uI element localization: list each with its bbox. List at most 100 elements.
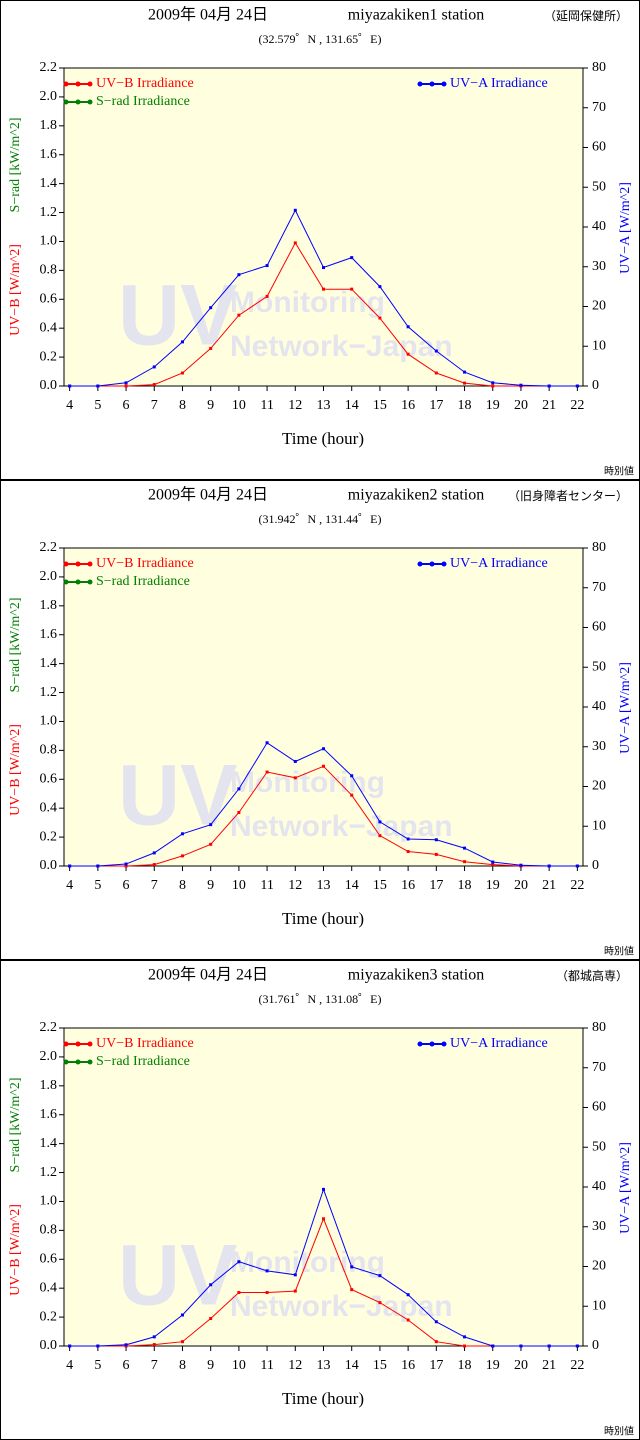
- data-point: [237, 787, 241, 791]
- data-point: [96, 864, 100, 868]
- y-tick-label: 1.0: [40, 714, 58, 729]
- y2-tick-label: 30: [592, 739, 606, 754]
- x-tick-label: 19: [486, 878, 500, 893]
- data-point: [209, 823, 213, 827]
- data-point: [575, 384, 579, 388]
- data-point: [265, 770, 269, 774]
- data-point: [265, 1291, 269, 1295]
- x-tick-label: 11: [260, 1358, 273, 1373]
- y-tick-label: 1.2: [40, 205, 58, 220]
- legend-dot: [87, 81, 93, 87]
- subtitle: (31.942゜N , 131.44゜E): [259, 512, 382, 526]
- data-point: [293, 776, 297, 780]
- x-tick-label: 18: [458, 398, 472, 413]
- legend-dot: [87, 1041, 93, 1047]
- y-tick-label: 1.4: [40, 176, 58, 191]
- x-tick-label: 13: [317, 1358, 331, 1373]
- x-tick-label: 6: [123, 398, 130, 413]
- legend-dot: [75, 1041, 81, 1047]
- x-tick-label: 12: [288, 398, 302, 413]
- data-point: [293, 241, 297, 245]
- y-tick-label: 0.6: [40, 291, 58, 306]
- data-point: [463, 1335, 467, 1339]
- data-point: [434, 349, 438, 353]
- y-tick-label: 0.4: [40, 800, 58, 815]
- data-point: [350, 287, 354, 291]
- x-tick-label: 7: [151, 1358, 158, 1373]
- data-point: [265, 264, 269, 268]
- x-tick-label: 15: [373, 1358, 387, 1373]
- x-tick-label: 8: [179, 398, 186, 413]
- legend-dot: [75, 81, 81, 87]
- x-axis-label: Time (hour): [282, 1389, 364, 1408]
- legend-dot: [63, 579, 69, 585]
- x-tick-label: 20: [514, 878, 528, 893]
- data-point: [68, 864, 72, 868]
- x-tick-label: 5: [94, 878, 101, 893]
- x-tick-label: 12: [288, 878, 302, 893]
- data-point: [519, 1344, 523, 1348]
- watermark: Network−Japan: [230, 810, 453, 843]
- x-tick-label: 6: [123, 878, 130, 893]
- x-tick-label: 16: [401, 398, 415, 413]
- y-tick-label: 0.8: [40, 1223, 58, 1238]
- subtitle: (32.579゜N , 131.65゜E): [259, 32, 382, 46]
- data-point: [491, 384, 495, 388]
- data-point: [406, 850, 410, 854]
- data-point: [463, 860, 467, 864]
- x-tick-label: 17: [429, 1358, 443, 1373]
- watermark: UV: [118, 1228, 237, 1324]
- y2-tick-label: 20: [592, 779, 606, 794]
- y2-tick-label: 50: [592, 179, 606, 194]
- data-point: [406, 1293, 410, 1297]
- x-tick-label: 11: [260, 878, 273, 893]
- data-point: [68, 384, 72, 388]
- legend-dot: [63, 1041, 69, 1047]
- station: miyazakiken2 station: [348, 487, 484, 504]
- x-tick-label: 16: [401, 1358, 415, 1373]
- y-axis-label: UV−B [W/m^2]: [8, 724, 23, 816]
- date: 2009年 04月 24日: [148, 6, 268, 24]
- x-tick-label: 13: [317, 398, 331, 413]
- x-tick-label: 10: [232, 1358, 246, 1373]
- y2-tick-label: 70: [592, 100, 606, 115]
- data-point: [547, 1344, 551, 1348]
- y-tick-label: 0.2: [40, 1309, 58, 1324]
- y-tick-label: 2.0: [40, 89, 58, 104]
- x-tick-label: 10: [232, 878, 246, 893]
- x-tick-label: 17: [429, 878, 443, 893]
- x-tick-label: 10: [232, 398, 246, 413]
- y2-tick-label: 0: [592, 858, 599, 873]
- x-tick-label: 14: [345, 878, 359, 893]
- y2-tick-label: 60: [592, 140, 606, 155]
- y-tick-label: 1.8: [40, 118, 58, 133]
- legend-dot: [429, 561, 435, 567]
- place: （延岡保健所）: [544, 9, 628, 23]
- y2-tick-label: 60: [592, 1100, 606, 1115]
- data-point: [491, 1344, 495, 1348]
- x-tick-label: 13: [317, 878, 331, 893]
- data-point: [491, 863, 495, 867]
- data-point: [547, 864, 551, 868]
- watermark: Monitoring: [230, 286, 385, 319]
- y-tick-label: 0.2: [40, 829, 58, 844]
- data-point: [152, 851, 156, 855]
- y-tick-label: 0.6: [40, 1251, 58, 1266]
- legend-dot: [441, 1041, 447, 1047]
- x-tick-label: 14: [345, 398, 359, 413]
- data-point: [463, 370, 467, 374]
- note: 時別値: [604, 464, 634, 477]
- legend-dot: [87, 99, 93, 105]
- data-point: [265, 741, 269, 745]
- data-point: [237, 1260, 241, 1264]
- x-tick-label: 8: [179, 1358, 186, 1373]
- x-tick-label: 21: [542, 1358, 556, 1373]
- data-point: [350, 774, 354, 778]
- data-point: [378, 1274, 382, 1278]
- x-tick-label: 9: [207, 1358, 214, 1373]
- data-point: [350, 1265, 354, 1269]
- data-point: [406, 352, 410, 356]
- y-tick-label: 0.2: [40, 349, 58, 364]
- legend-dot: [75, 579, 81, 585]
- y-tick-label: 0.8: [40, 743, 58, 758]
